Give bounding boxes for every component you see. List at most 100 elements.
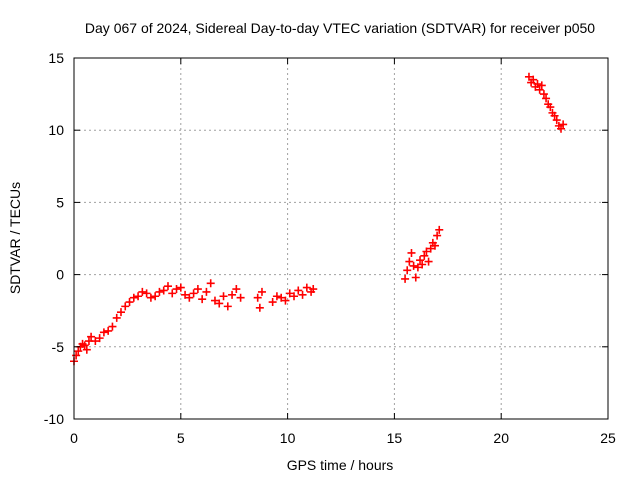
data-point: [228, 290, 237, 299]
data-point: [223, 302, 232, 311]
data-point: [535, 85, 544, 94]
data-point: [413, 263, 422, 272]
data-point: [146, 293, 155, 302]
data-point: [277, 293, 286, 302]
data-point: [202, 287, 211, 296]
data-point: [185, 293, 194, 302]
data-point: [529, 75, 538, 84]
y-tick-label: -5: [52, 339, 65, 355]
data-point: [290, 292, 299, 301]
data-point: [309, 285, 318, 294]
data-point: [281, 296, 290, 305]
plot-frame: [73, 57, 609, 420]
data-point: [416, 256, 425, 265]
data-point: [198, 295, 207, 304]
x-tick-label: 0: [70, 430, 78, 446]
data-point: [129, 293, 138, 302]
data-point: [524, 72, 533, 81]
data-point: [403, 266, 412, 275]
data-point: [95, 334, 104, 343]
y-axis-label: SDTVAR / TECUs: [7, 182, 23, 294]
data-point: [272, 292, 281, 301]
data-point: [210, 296, 219, 305]
data-point: [430, 241, 439, 250]
data-point: [99, 328, 108, 337]
data-point: [409, 261, 418, 270]
data-point: [255, 303, 264, 312]
series-segment-4: [524, 72, 568, 133]
data-point: [172, 285, 181, 294]
data-point: [407, 248, 416, 257]
data-point: [426, 244, 435, 253]
data-point: [155, 287, 164, 296]
data-point: [539, 90, 548, 99]
data-point: [138, 287, 147, 296]
data-point: [159, 286, 168, 295]
data-point: [176, 283, 185, 292]
data-point: [116, 308, 125, 317]
y-tick-label: 0: [56, 267, 64, 283]
data-point: [72, 351, 81, 360]
data-point: [125, 298, 134, 307]
data-point: [401, 274, 410, 283]
data-point: [542, 94, 551, 103]
data-point: [215, 299, 224, 308]
ticks-layer: 0 5 10 15 20 25 -10 -5 0 5 10 15: [44, 50, 616, 446]
data-point: [163, 282, 172, 291]
data-point: [298, 290, 307, 299]
data-point: [219, 292, 228, 301]
data-point: [420, 251, 429, 260]
x-tick-label: 10: [280, 430, 296, 446]
points-layer: [70, 72, 568, 366]
data-point: [181, 290, 190, 299]
data-point: [121, 302, 130, 311]
data-point: [546, 103, 555, 112]
data-point: [533, 79, 542, 88]
data-point: [537, 81, 546, 90]
data-point: [552, 116, 561, 125]
data-point: [253, 293, 262, 302]
x-tick-label: 20: [493, 430, 509, 446]
data-point: [104, 326, 113, 335]
data-point: [87, 332, 96, 341]
data-point: [424, 257, 433, 266]
data-point: [74, 347, 83, 356]
data-point: [80, 341, 89, 350]
data-point: [91, 337, 100, 346]
y-tick-label: 10: [48, 122, 64, 138]
data-point: [294, 286, 303, 295]
data-point: [559, 120, 568, 129]
data-point: [411, 273, 420, 282]
chart-title: Day 067 of 2024, Sidereal Day-to-day VTE…: [85, 20, 595, 36]
data-point: [405, 257, 414, 266]
data-point: [232, 285, 241, 294]
data-point: [206, 279, 215, 288]
data-point: [108, 322, 117, 331]
series-segment-1: [70, 279, 245, 366]
x-tick-label: 5: [177, 430, 185, 446]
data-point: [302, 283, 311, 292]
x-tick-label: 25: [600, 430, 616, 446]
data-point: [193, 285, 202, 294]
data-point: [168, 289, 177, 298]
data-point: [433, 231, 442, 240]
data-point: [142, 289, 151, 298]
data-point: [236, 293, 245, 302]
series-segment-3: [401, 225, 444, 283]
data-point: [285, 289, 294, 298]
data-point: [112, 313, 121, 322]
x-tick-label: 15: [387, 430, 403, 446]
data-point: [257, 287, 266, 296]
data-point: [418, 260, 427, 269]
data-point: [435, 225, 444, 234]
grid-layer: [74, 58, 608, 419]
x-axis-label: GPS time / hours: [287, 457, 394, 473]
y-tick-label: 5: [56, 194, 64, 210]
data-point: [151, 292, 160, 301]
data-point: [422, 247, 431, 256]
y-tick-label: 15: [48, 50, 64, 66]
data-point: [268, 298, 277, 307]
y-tick-label: -10: [44, 411, 64, 427]
